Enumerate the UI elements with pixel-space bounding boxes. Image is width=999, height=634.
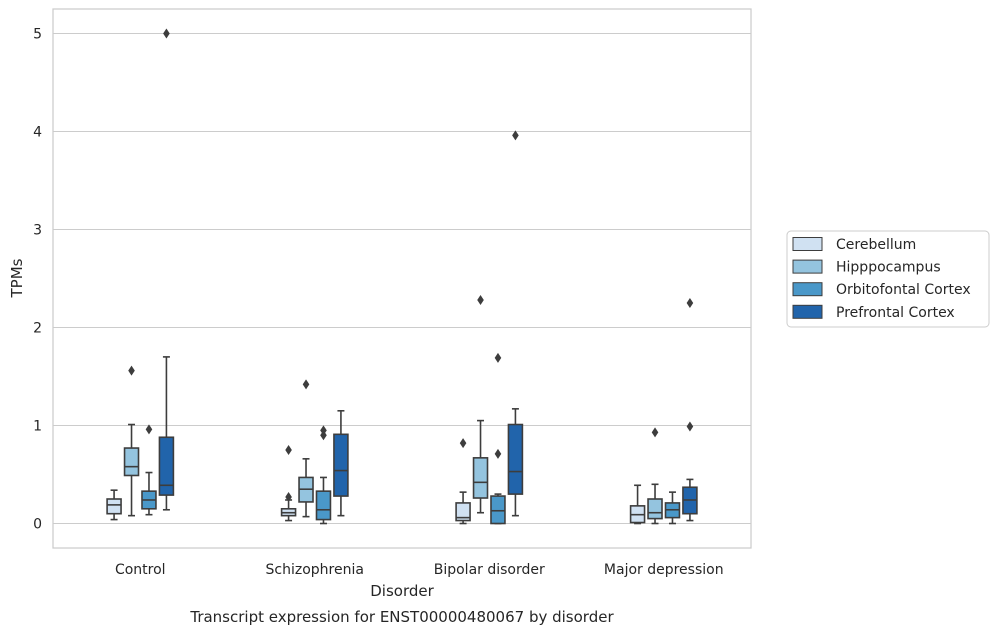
- outlier-0: [686, 421, 694, 432]
- box-iqr: [490, 495, 506, 525]
- box-iqr: [315, 490, 332, 521]
- y-tick-label-3: 3: [33, 223, 42, 239]
- box-0-2: [455, 438, 471, 525]
- box-1-0: [123, 365, 140, 517]
- outlier-0: [145, 424, 153, 435]
- outlier-1: [686, 298, 694, 308]
- x-tick-labels: Control Schizophrenia Bipolar disorder Majo…: [115, 562, 724, 578]
- y-gridlines: [53, 33, 751, 524]
- outlier-0: [512, 130, 519, 141]
- x-tick-label-3: Major depression: [604, 562, 724, 578]
- legend-label-0: Cerebellum: [836, 237, 916, 253]
- legend-label-1: Hipppocampus: [836, 260, 941, 276]
- box-2-1: [315, 425, 332, 525]
- x-tick-label-1: Schizophrenia: [266, 562, 364, 578]
- box-1-1: [298, 379, 314, 518]
- box-iqr: [507, 423, 524, 495]
- box-3-1: [333, 409, 349, 517]
- outlier-0: [285, 492, 292, 503]
- y-tick-label-2: 2: [33, 321, 42, 337]
- box-iqr: [333, 433, 349, 497]
- box-1-2: [472, 295, 489, 514]
- y-axis-label: TPMs: [8, 258, 26, 298]
- x-axis-label: Disorder: [370, 582, 434, 600]
- box-3-2: [507, 130, 524, 517]
- outlier-0: [477, 295, 484, 306]
- x-tick-label-2: Bipolar disorder: [434, 562, 545, 578]
- box-0-0: [106, 489, 122, 521]
- outlier-0: [128, 365, 135, 376]
- box-0-1: [280, 445, 297, 522]
- box-iqr: [455, 502, 471, 522]
- box-iqr: [123, 447, 140, 477]
- box-iqr: [106, 498, 122, 515]
- y-tick-labels: 0 1 2 3 4 5: [33, 27, 42, 533]
- y-tick-label-4: 4: [33, 125, 42, 141]
- plot-frame: [52, 8, 752, 549]
- legend-swatch-0: [792, 237, 823, 251]
- legend-frame: [786, 230, 990, 328]
- y-tick-label-0: 0: [33, 517, 42, 533]
- outlier-0: [163, 28, 170, 39]
- legend-label-3: Prefrontal Cortex: [836, 305, 955, 321]
- box-3-0: [158, 28, 175, 511]
- legend-swatch-2: [792, 282, 823, 297]
- box-2-3: [664, 491, 681, 525]
- outlier-1: [285, 445, 292, 455]
- y-tick-label-1: 1: [33, 419, 42, 435]
- box-iqr: [472, 457, 489, 499]
- box-0-3: [629, 484, 646, 525]
- legend-swatch-1: [792, 259, 823, 274]
- x-tick-label-0: Control: [115, 562, 166, 578]
- box-2-2: [490, 352, 506, 525]
- legend: Cerebellum Hipppocampus Orbitofontal Corte…: [786, 230, 990, 328]
- outlier-1: [320, 425, 327, 436]
- outlier-1: [494, 352, 502, 363]
- box-3-3: [682, 298, 698, 522]
- outlier-0: [302, 379, 310, 390]
- y-tick-label-5: 5: [33, 27, 42, 43]
- chart-caption: Transcript expression for ENST0000048006…: [189, 608, 614, 626]
- outlier-0: [459, 438, 467, 449]
- box-2-0: [141, 424, 157, 516]
- box-plots: [106, 28, 698, 525]
- box-iqr: [158, 436, 175, 496]
- box-1-3: [647, 427, 663, 525]
- outlier-0: [651, 427, 659, 438]
- outlier-0: [494, 448, 502, 459]
- legend-label-2: Orbitofontal Cortex: [836, 282, 971, 298]
- legend-swatch-3: [792, 304, 823, 319]
- box-iqr: [647, 498, 663, 520]
